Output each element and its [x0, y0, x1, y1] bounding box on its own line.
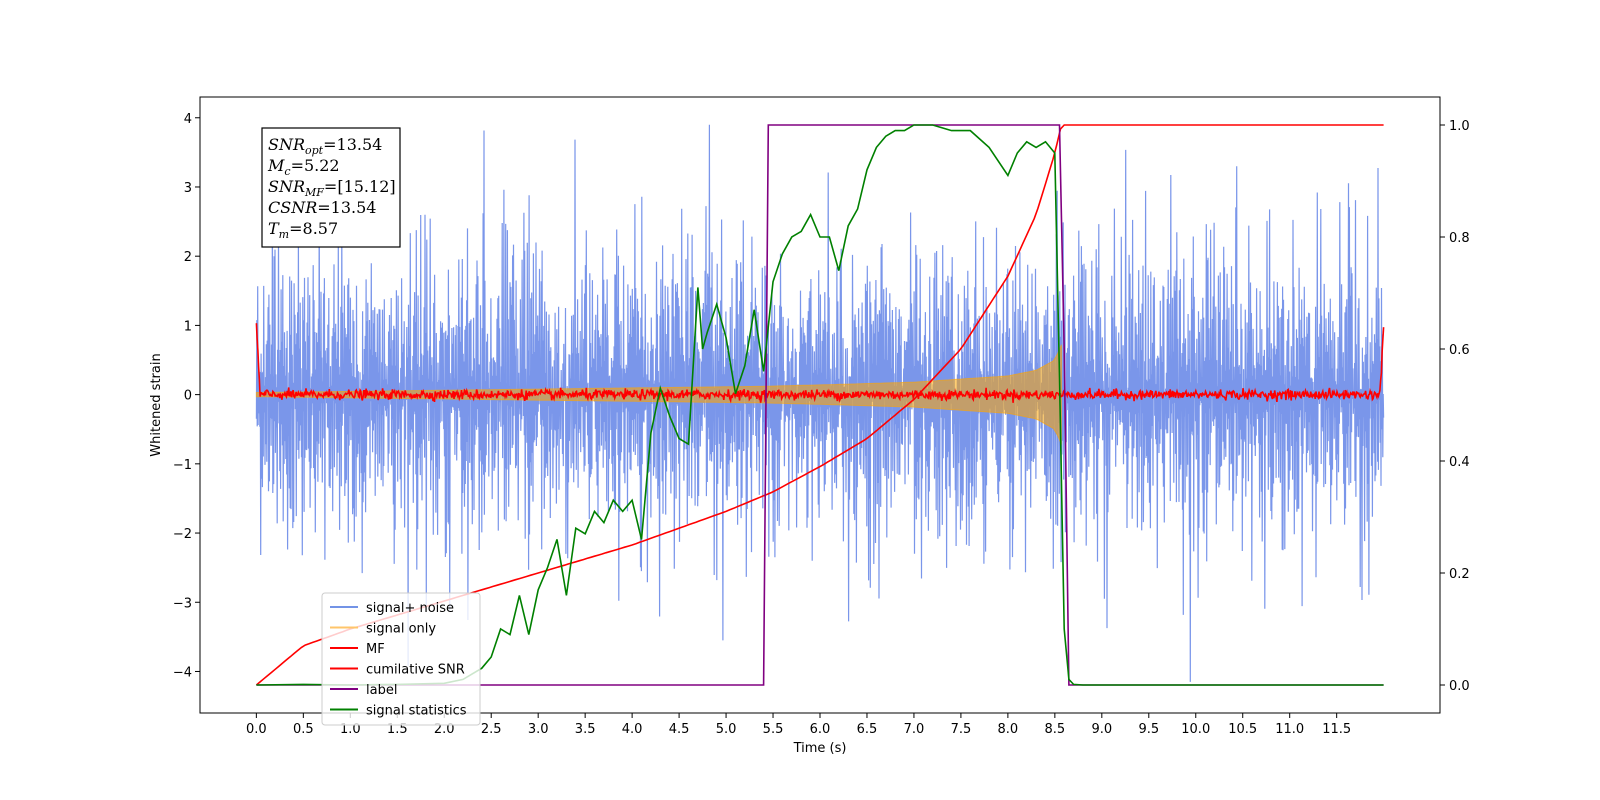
- annotation-box: SNRopt=13.54Mc=5.22SNRMF=[15.12]CSNR=13.…: [261, 127, 401, 248]
- legend-label: cumilative SNR: [366, 663, 465, 678]
- annotation-line: Mc=5.22: [267, 156, 340, 178]
- y2-tick-label: 0.2: [1449, 567, 1470, 582]
- y-tick-label: −3: [173, 596, 192, 611]
- mf-line: [255, 323, 1385, 404]
- annotation-line: SNRopt=13.54: [268, 135, 382, 157]
- annotation-frame: [261, 127, 401, 248]
- y-tick-label: 2: [184, 250, 192, 265]
- y-tick-label: 3: [184, 181, 192, 196]
- legend-label: signal statistics: [366, 704, 467, 719]
- x-tick-label: 1.0: [340, 722, 361, 737]
- x-tick-label: 8.5: [1045, 722, 1066, 737]
- x-tick-label: 4.0: [622, 722, 643, 737]
- x-tick-label: 7.0: [904, 722, 925, 737]
- x-tick-label: 5.5: [763, 722, 784, 737]
- x-tick-label: 10.0: [1181, 722, 1210, 737]
- x-tick-label: 0.0: [246, 722, 267, 737]
- x-tick-label: 5.0: [716, 722, 737, 737]
- y2-tick-label: 1.0: [1449, 119, 1470, 134]
- x-tick-label: 7.5: [951, 722, 972, 737]
- annotation-line: SNRMF=[15.12]: [268, 177, 396, 199]
- x-tick-label: 1.5: [387, 722, 408, 737]
- signal-noise-line: [255, 124, 1385, 682]
- y-tick-label: −1: [173, 458, 192, 473]
- x-tick-label: 2.5: [481, 722, 502, 737]
- x-tick-label: 11.5: [1322, 722, 1351, 737]
- y-tick-label: −2: [173, 527, 192, 542]
- x-tick-label: 4.5: [669, 722, 690, 737]
- x-tick-label: 3.0: [528, 722, 549, 737]
- y2-tick-label: 0.0: [1449, 679, 1470, 694]
- legend-label: MF: [366, 642, 385, 657]
- x-tick-label: 11.0: [1275, 722, 1304, 737]
- annotation-line: CSNR=13.54: [268, 198, 376, 217]
- x-tick-label: 2.0: [434, 722, 455, 737]
- x-tick-label: 9.5: [1138, 722, 1159, 737]
- legend-label: signal+ noise: [366, 601, 454, 616]
- y-tick-label: 0: [184, 389, 192, 404]
- label-line: [256, 124, 1384, 686]
- x-tick-label: 6.0: [810, 722, 831, 737]
- signal-statistics-line: [256, 124, 1384, 686]
- legend-label: label: [366, 683, 397, 698]
- y-axis-label: Whitened strain: [149, 353, 164, 456]
- y2-tick-label: 0.8: [1449, 231, 1470, 246]
- y-tick-label: −4: [173, 665, 192, 680]
- y-tick-label: 4: [184, 112, 192, 127]
- x-tick-label: 0.5: [293, 722, 314, 737]
- legend-label: signal only: [366, 622, 436, 637]
- annotation-line: Tm=8.57: [268, 219, 338, 241]
- x-tick-label: 9.0: [1091, 722, 1112, 737]
- x-axis-label: Time (s): [793, 741, 847, 756]
- x-tick-label: 6.5: [857, 722, 878, 737]
- y2-tick-label: 0.4: [1449, 455, 1470, 470]
- x-tick-label: 8.0: [998, 722, 1019, 737]
- x-tick-label: 10.5: [1228, 722, 1257, 737]
- legend: signal+ noise signal only MF cumilative SNR…: [321, 592, 481, 726]
- x-tick-label: 3.5: [575, 722, 596, 737]
- y2-tick-label: 0.6: [1449, 343, 1470, 358]
- y-tick-label: 1: [184, 319, 192, 334]
- legend-frame: [321, 592, 481, 726]
